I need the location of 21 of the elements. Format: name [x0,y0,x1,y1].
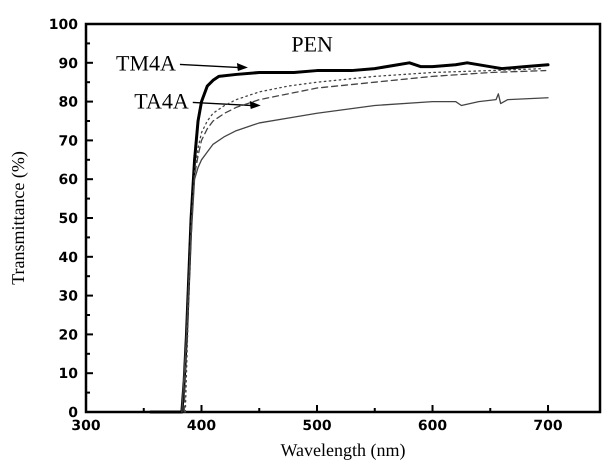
x-tick-label: 700 [533,418,563,434]
y-tick-label: 80 [58,94,78,111]
y-tick-label: 70 [58,133,78,150]
y-tick-label: 0 [68,405,78,421]
x-tick-label: 500 [302,418,332,434]
y-tick-label: 100 [48,17,78,33]
annotation: TM4A [116,50,176,76]
x-tick-label: 300 [71,418,101,434]
y-tick-label: 20 [58,327,78,344]
y-tick-label: 50 [58,211,78,227]
y-tick-label: 60 [58,172,78,188]
annotation: TA4A [134,88,189,114]
x-tick-label: 400 [186,418,216,434]
y-axis-title: Transmittance (%) [8,151,28,285]
x-tick-label: 600 [418,418,448,434]
annotation: PEN [291,31,334,56]
y-tick-label: 40 [58,250,78,266]
x-axis-title: Wavelength (nm) [280,440,406,460]
y-tick-label: 90 [58,56,78,72]
y-tick-label: 10 [58,366,78,382]
y-tick-label: 30 [58,288,78,305]
